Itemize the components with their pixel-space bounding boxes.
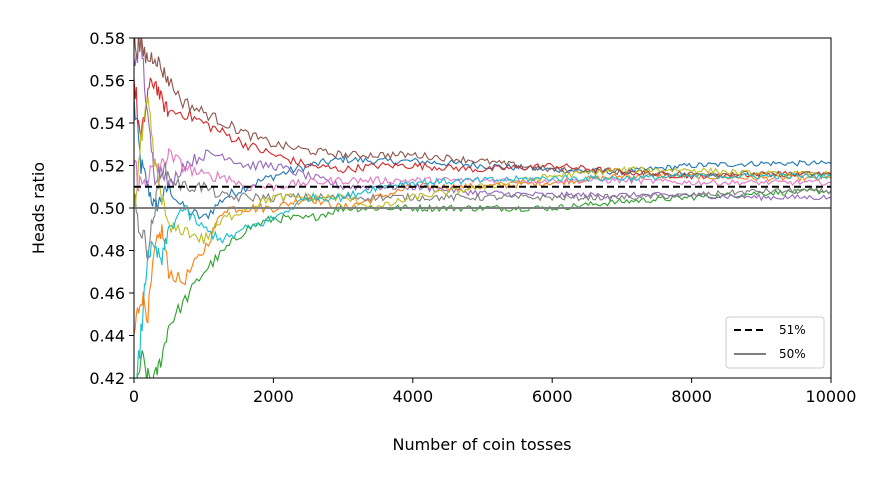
y-tick-label: 0.46: [89, 284, 125, 303]
series-line-5: [134, 38, 831, 202]
x-tick-label: 0: [129, 387, 139, 406]
y-axis: 0.42 0.44 0.46 0.48 0.50 0.52 0.54 0.56 0.58: [89, 29, 134, 388]
y-tick-label: 0.58: [89, 29, 125, 48]
x-axis: 0 2000 4000 6000 8000 10000: [129, 378, 857, 406]
x-tick-label: 10000: [806, 387, 857, 406]
series-line-9: [134, 96, 831, 245]
legend-label: 50%: [779, 347, 806, 361]
x-tick-label: 8000: [671, 387, 712, 406]
legend: 51% 50%: [725, 316, 825, 369]
y-tick-label: 0.48: [89, 242, 125, 261]
series-line-8: [134, 161, 831, 261]
x-tick-label: 6000: [532, 387, 573, 406]
y-tick-label: 0.54: [89, 114, 125, 133]
y-tick-label: 0.42: [89, 369, 125, 388]
x-tick-label: 2000: [253, 387, 294, 406]
y-tick-label: 0.50: [89, 199, 125, 218]
legend-box: [725, 316, 825, 369]
series-line-2: [134, 173, 831, 335]
series-line-6: [134, 38, 831, 178]
reference-lines: [134, 185, 831, 209]
legend-label: 51%: [779, 323, 806, 337]
x-axis-label: Number of coin tosses: [392, 435, 571, 454]
y-axis-label: Heads ratio: [29, 162, 48, 254]
x-tick-label: 4000: [392, 387, 433, 406]
series-line-10: [136, 172, 831, 378]
y-tick-label: 0.56: [89, 72, 125, 91]
y-tick-label: 0.44: [89, 327, 125, 346]
series-line-1: [134, 95, 831, 220]
y-tick-label: 0.52: [89, 157, 125, 176]
